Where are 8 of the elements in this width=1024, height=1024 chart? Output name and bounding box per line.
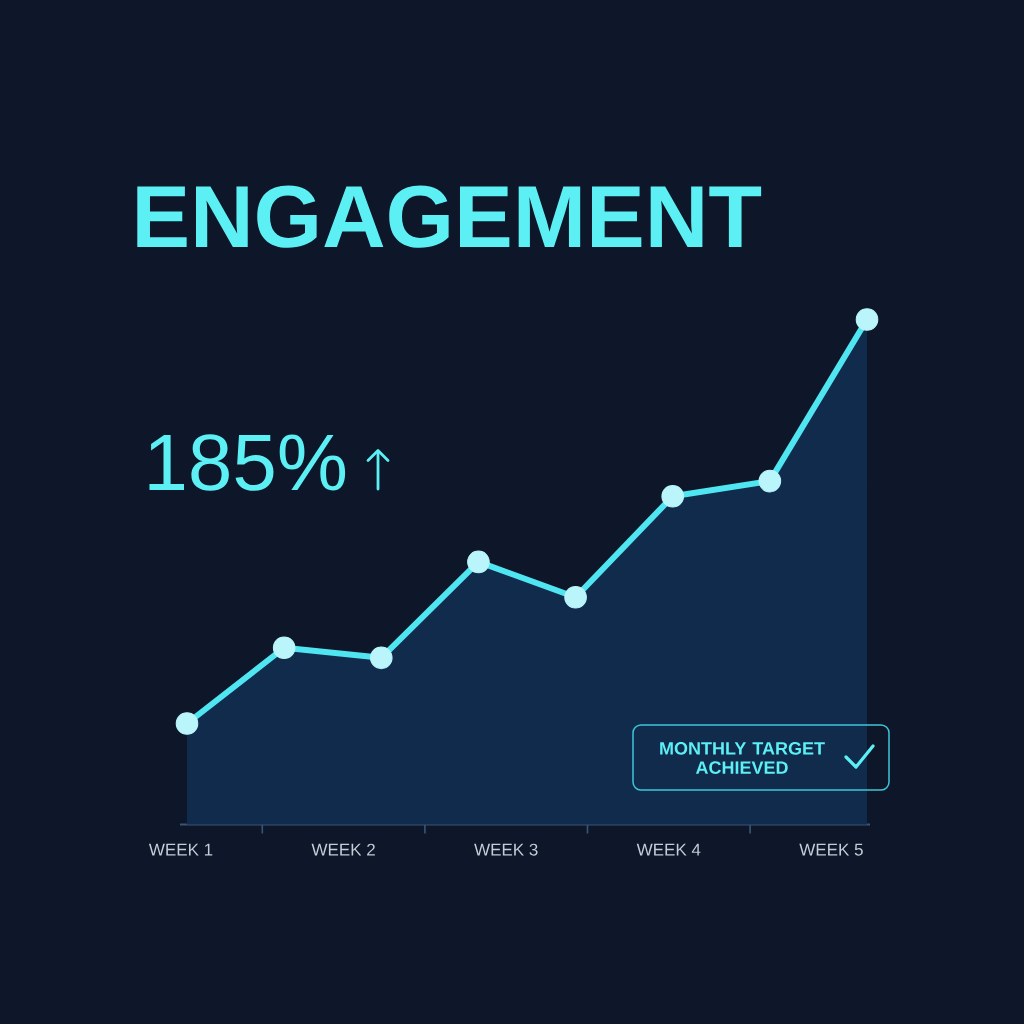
text: WEEK 4 — [636, 843, 701, 856]
text: WEEK 1 — [148, 843, 213, 856]
text: WEEK 2 — [311, 843, 375, 856]
annotation: 185% — [149, 434, 346, 491]
text: WEEK 5 — [799, 843, 863, 856]
annotation: MONTHLY TARGET ACHIEVED — [660, 742, 825, 774]
chart-title: ENGAGEMENT — [137, 185, 762, 248]
text: WEEK 3 — [474, 843, 538, 856]
